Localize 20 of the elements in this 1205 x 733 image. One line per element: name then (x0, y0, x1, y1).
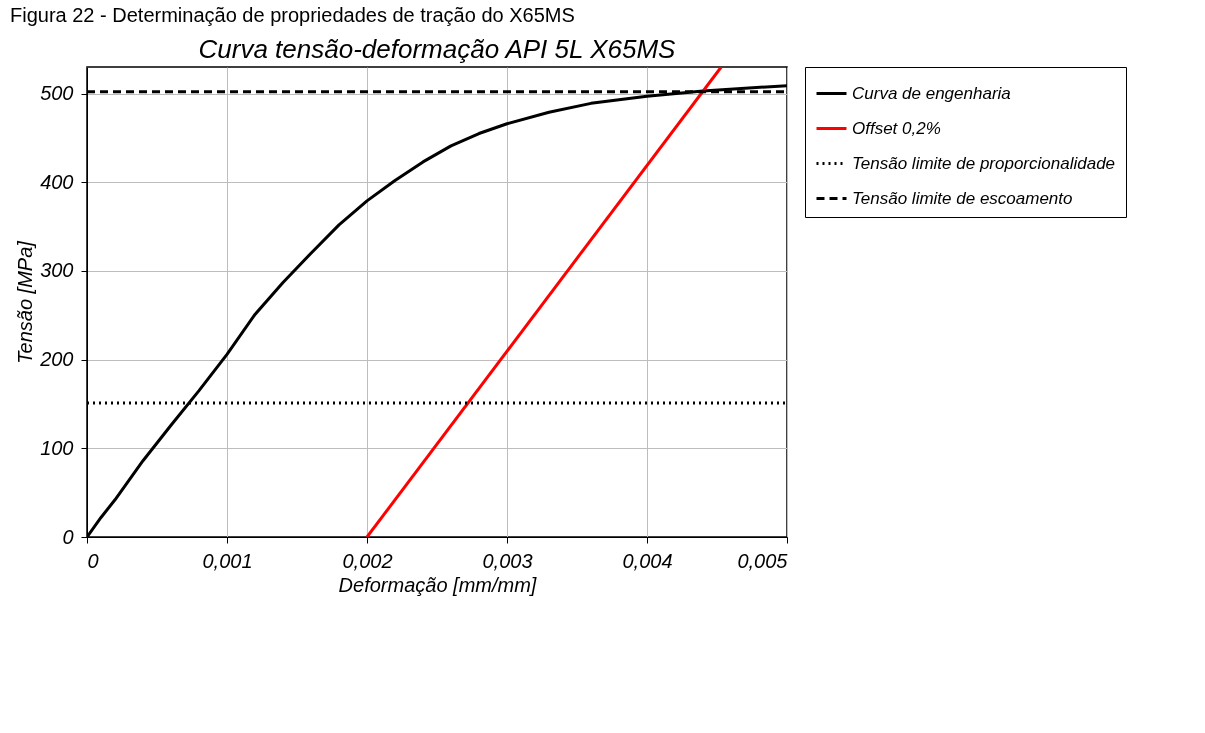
y-tick-label: 0 (62, 525, 74, 548)
y-tick-label: 100 (40, 436, 74, 459)
x-tick-label: 0,002 (342, 549, 393, 572)
y-axis-title: Tensão [MPa] (14, 240, 37, 364)
legend-label: Curva de engenharia (852, 83, 1011, 103)
y-tick-label: 400 (40, 170, 74, 193)
y-tick-label: 300 (40, 259, 74, 282)
x-tick-label: 0,005 (737, 549, 789, 572)
y-tick-label: 200 (39, 348, 74, 371)
x-tick-label: 0,004 (622, 549, 673, 572)
y-tick-label: 500 (40, 82, 74, 105)
x-tick-label: 0,003 (482, 549, 533, 572)
legend-label: Offset 0,2% (852, 118, 941, 138)
x-axis-title: Deformação [mm/mm] (338, 573, 537, 596)
x-tick-label: 0,001 (202, 549, 253, 572)
text: Figura 22 - Determinação de propriedades de tração do X65MS (9, 3, 576, 28)
legend-label: Tensão limite de escoamento (852, 188, 1073, 208)
chart-title: Curva tensão-deformação API 5L X65MS (198, 33, 677, 64)
x-tick-label: 0 (87, 549, 99, 572)
legend-label: Tensão limite de proporcionalidade (852, 153, 1116, 173)
